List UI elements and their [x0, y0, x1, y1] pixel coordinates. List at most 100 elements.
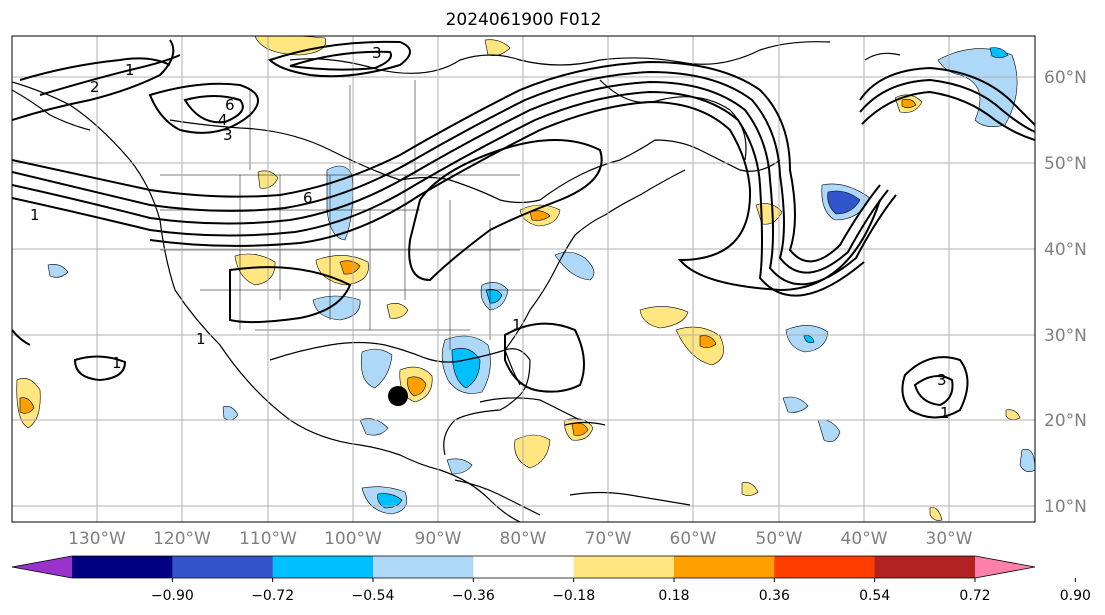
coast-central-am	[454, 479, 541, 516]
shade-orange	[19, 397, 35, 414]
contour-label: 4	[218, 111, 228, 129]
atl-contour	[12, 329, 31, 346]
contour-label: 2	[90, 78, 100, 96]
low-contour	[268, 40, 411, 78]
coast-cuba	[479, 397, 581, 421]
lat-label: 30°N	[1044, 326, 1087, 346]
colorbar-extend-high	[975, 556, 1035, 578]
low-contour	[289, 50, 392, 71]
lat-label: 50°N	[1044, 154, 1087, 174]
colorbar-tick-label: 0.54	[859, 588, 890, 604]
contour-label: 6	[303, 189, 313, 207]
colorbar-tick-label: 0.18	[658, 588, 689, 604]
lon-label: 30°W	[926, 529, 973, 549]
shade-blue	[222, 406, 239, 421]
map-frame	[11, 35, 1036, 523]
atl-contour	[859, 78, 1035, 133]
lon-label: 110°W	[239, 529, 297, 549]
shade-blue	[326, 165, 353, 241]
coast-greenland	[864, 52, 901, 61]
contour-label: 1	[30, 206, 40, 224]
jet-contour	[12, 60, 881, 263]
plot-title: 2024061900 F012	[445, 10, 602, 30]
low-contour	[19, 57, 171, 81]
lat-label: 40°N	[1044, 240, 1087, 260]
colorbar-tick-label: −0.72	[251, 588, 294, 604]
low-contour	[39, 54, 181, 96]
lon-label: 100°W	[324, 529, 382, 549]
shade-cyan	[989, 47, 1009, 59]
shade-blue	[361, 348, 393, 389]
low-contour	[913, 375, 954, 407]
coast-pacific	[12, 81, 521, 522]
colorbar-extend-low	[12, 556, 72, 578]
lat-axis: 60°N 50°N 40°N 30°N 20°N 10°N	[1044, 68, 1087, 517]
graticule	[12, 36, 1035, 522]
shade-yellow	[929, 507, 943, 521]
contour-label: 6	[225, 96, 235, 114]
shade-blue	[446, 458, 473, 475]
colorbar-segment	[774, 556, 876, 578]
shade-orange	[529, 210, 551, 221]
shade-blue	[554, 251, 595, 281]
shade-orange	[901, 98, 917, 109]
lon-label: 120°W	[153, 529, 211, 549]
coast-canada	[169, 119, 781, 204]
contour-label: 1	[196, 330, 206, 348]
contour-label: 1	[512, 316, 522, 334]
shade-blue	[782, 396, 809, 413]
colorbar-tick-label: 0.72	[959, 588, 990, 604]
shade-yellow	[234, 253, 276, 286]
contours	[12, 39, 1035, 419]
shade-royal	[827, 190, 861, 215]
colorbar: −0.90 −0.72 −0.54 −0.36 −0.18 0.18 0.36 0.54 0.7…	[11, 555, 1091, 604]
lat-label: 60°N	[1044, 68, 1087, 88]
storm-center-marker	[388, 386, 408, 406]
contour-label: 1	[125, 61, 135, 79]
colorbar-outline	[11, 555, 1036, 579]
low-contour	[504, 322, 585, 393]
shade-orange	[699, 335, 717, 348]
shade-cyan	[803, 335, 815, 344]
low-contour	[148, 82, 259, 134]
lon-label: 50°W	[756, 529, 803, 549]
low-contour	[183, 95, 244, 124]
colorbar-segment	[674, 556, 775, 578]
coast-sa	[569, 491, 691, 506]
lon-label: 60°W	[670, 529, 717, 549]
lon-label: 90°W	[415, 529, 462, 549]
coast-alaska	[12, 89, 91, 131]
shading-layer	[16, 36, 1035, 521]
coastlines	[12, 41, 901, 522]
colorbar-segment	[172, 556, 274, 578]
shade-orange	[339, 260, 361, 275]
colorbar-segment	[373, 556, 474, 578]
contour-label: 1	[940, 404, 950, 422]
shade-yellow	[1005, 409, 1021, 420]
contour-label-group: 1 2 6 4 3 3 6 1 1 1 1 1 3	[30, 44, 950, 422]
contour-label: 3	[372, 44, 382, 62]
lat-label: 10°N	[1044, 497, 1087, 517]
atl-contour	[861, 90, 1035, 141]
low-contour	[229, 266, 352, 324]
shade-yellow	[639, 306, 689, 329]
coast-arctic	[289, 41, 831, 74]
atl-contour	[859, 66, 1035, 126]
low-contour	[73, 355, 127, 382]
low-contour	[901, 356, 969, 419]
lon-axis: 130°W 120°W 110°W 100°W 90°W 80°W 70°W 6…	[68, 529, 973, 549]
colorbar-segment	[72, 556, 173, 578]
colorbar-tick-label: 0.90	[1060, 588, 1091, 604]
colorbar-segment	[272, 556, 374, 578]
jet-contour	[149, 100, 881, 292]
low-contour	[408, 139, 603, 282]
shade-blue	[359, 418, 389, 436]
colorbar-tick-label: −0.18	[552, 588, 595, 604]
shade-yellow	[741, 482, 759, 496]
contour-label: 1	[112, 354, 122, 372]
colorbar-tick-label: −0.90	[151, 588, 194, 604]
colorbar-segment	[473, 556, 575, 578]
lon-label: 130°W	[68, 529, 126, 549]
shade-blue	[312, 295, 361, 321]
lon-label: 70°W	[585, 529, 632, 549]
